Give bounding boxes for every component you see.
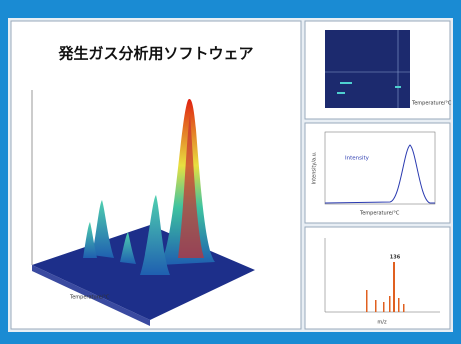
spectrum-panel xyxy=(304,226,451,330)
profile-legend: Intensity xyxy=(345,156,370,162)
profile-x-label: Temperature/°C xyxy=(359,211,400,217)
map-axis-label: Temperature/°C xyxy=(411,101,452,107)
map-plot xyxy=(325,30,410,108)
profile-curve xyxy=(324,144,435,204)
title: 発生ガス分析用ソフトウェア xyxy=(57,45,253,63)
surface-axis-label: Temperature/°C xyxy=(69,295,110,301)
profile-panel xyxy=(304,122,451,224)
surface-plot: Temperature/°C xyxy=(31,90,255,326)
spectrum-x-label: m/z xyxy=(377,320,387,326)
profile-y-label: Intensity/a.u. xyxy=(312,151,318,184)
spectrum-bars xyxy=(366,262,405,312)
spectrum-peak-label: 136 xyxy=(390,255,401,261)
